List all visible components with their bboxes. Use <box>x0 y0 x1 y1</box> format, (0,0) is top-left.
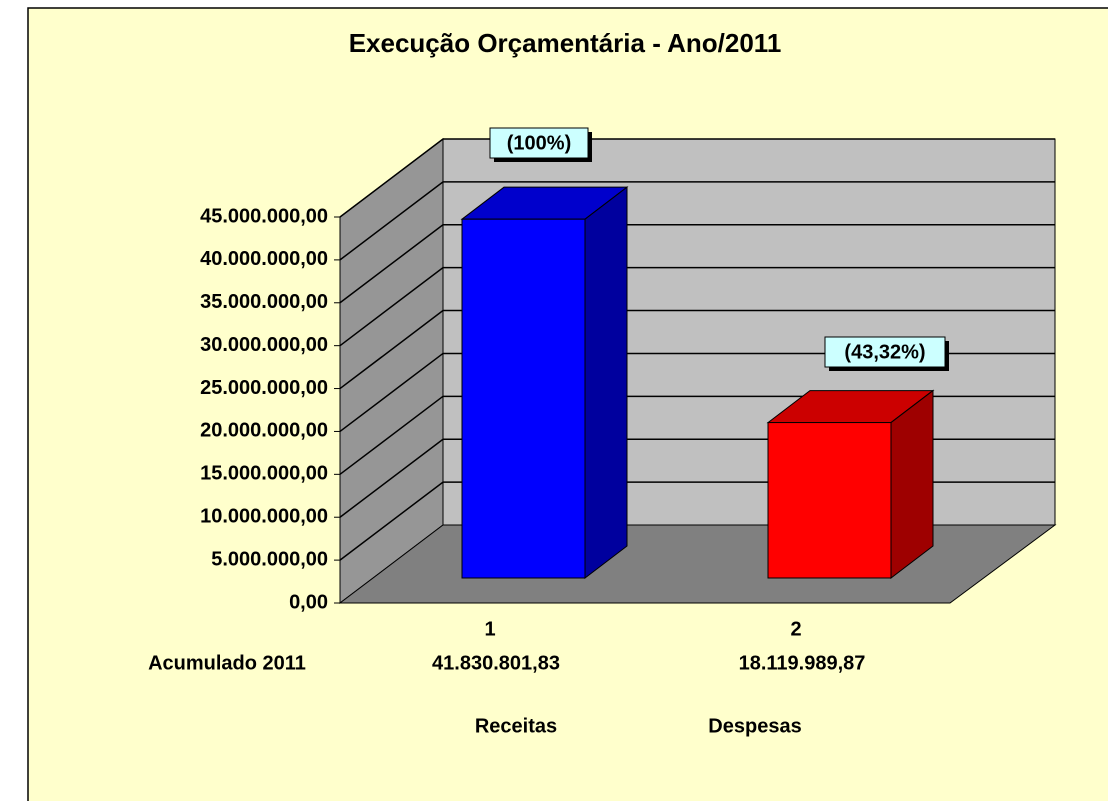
y-tick-label: 40.000.000,00 <box>200 248 328 270</box>
chart-title: Execução Orçamentária - Ano/2011 <box>349 28 782 58</box>
grid-line <box>339 266 1055 347</box>
y-tick-label: 25.000.000,00 <box>200 377 328 399</box>
bar-front <box>767 422 892 579</box>
annotation-box <box>489 127 589 159</box>
y-tick-label: 20.000.000,00 <box>200 420 328 442</box>
y-tick-label: 15.000.000,00 <box>200 463 328 485</box>
category-label: Despesas <box>708 715 801 737</box>
y-tick-label: 10.000.000,00 <box>200 506 328 528</box>
y-tick-label: 30.000.000,00 <box>200 334 328 356</box>
series-name: Acumulado 2011 <box>148 652 306 674</box>
bar <box>766 389 935 580</box>
y-tick-label: 5.000.000,00 <box>211 548 328 570</box>
bar-side <box>890 389 934 580</box>
grid-line <box>339 309 1055 390</box>
annotation: (100%) <box>507 132 571 154</box>
bars <box>460 186 935 580</box>
y-tick-label: 0,00 <box>289 591 328 613</box>
bar-side <box>584 186 628 580</box>
grid-line <box>339 224 1055 304</box>
annotation: (43,32%) <box>844 341 925 363</box>
labels: 0,00 5.000.000,00 10.000.000,00 15.000.000,… <box>148 127 949 737</box>
annotation-box <box>824 336 946 368</box>
data-table-value: 41.830.801,83 <box>432 652 560 674</box>
grid-line <box>339 181 1055 261</box>
x-tick-label: 2 <box>790 618 801 640</box>
side-wall <box>339 137 444 605</box>
grid-line <box>339 138 1055 218</box>
data-table-value: 18.119.989,87 <box>739 652 866 674</box>
category-label: Receitas <box>475 715 557 737</box>
y-tick-label: 35.000.000,00 <box>200 291 328 313</box>
bar-front <box>461 218 586 579</box>
floor <box>338 524 1057 604</box>
y-tick-label: 45.000.000,00 <box>200 205 328 227</box>
bar <box>460 186 629 580</box>
x-tick-label: 1 <box>484 618 495 640</box>
